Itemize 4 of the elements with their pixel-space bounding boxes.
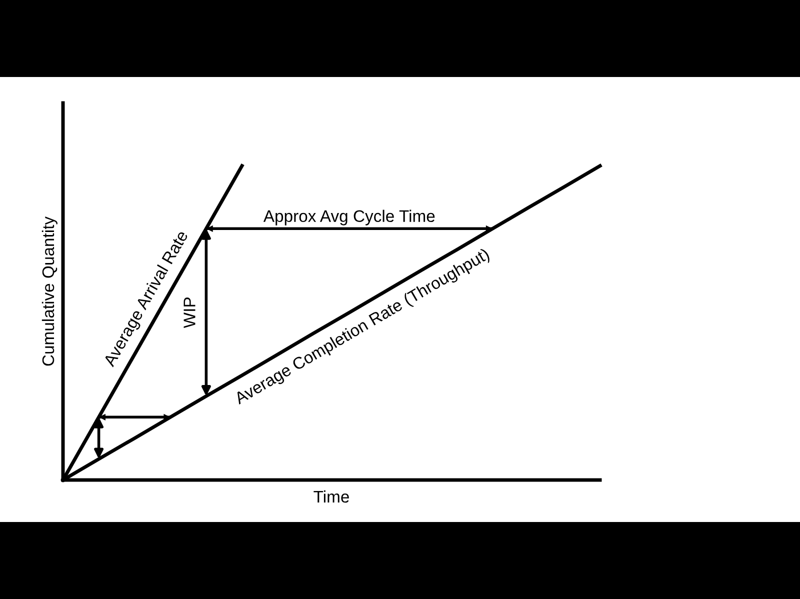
x-axis-title: Time [314, 490, 349, 503]
annotation: Approx Avg Cycle Time [263, 210, 435, 226]
annotation: WIP [184, 298, 196, 328]
y-axis-title: Cumulative Quantity [42, 216, 58, 366]
